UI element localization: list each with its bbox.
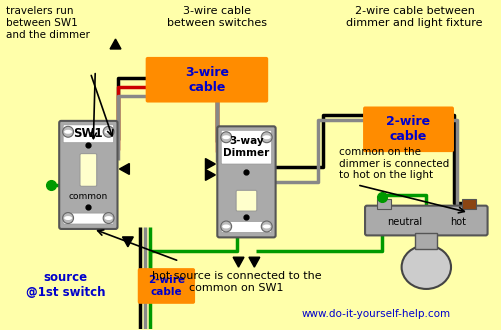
Text: 2-wire cable between
dimmer and light fixture: 2-wire cable between dimmer and light fi… xyxy=(346,6,482,28)
Text: 2-wire
cable: 2-wire cable xyxy=(148,275,184,297)
FancyBboxPatch shape xyxy=(364,206,486,235)
FancyBboxPatch shape xyxy=(145,57,268,103)
Text: common: common xyxy=(69,192,108,201)
Circle shape xyxy=(63,213,73,223)
Text: SW1: SW1 xyxy=(73,127,103,140)
Circle shape xyxy=(103,126,114,137)
FancyBboxPatch shape xyxy=(221,221,271,232)
Polygon shape xyxy=(119,163,129,175)
Text: neutral: neutral xyxy=(386,216,421,226)
Ellipse shape xyxy=(222,224,229,228)
Polygon shape xyxy=(110,39,121,49)
Bar xyxy=(376,199,390,209)
Text: 2-wire
cable: 2-wire cable xyxy=(386,115,430,143)
FancyBboxPatch shape xyxy=(235,190,257,211)
Bar xyxy=(461,199,475,209)
Circle shape xyxy=(220,132,231,143)
Ellipse shape xyxy=(401,245,450,289)
Text: 3-wire
cable: 3-wire cable xyxy=(184,66,228,94)
Circle shape xyxy=(63,126,73,137)
Circle shape xyxy=(103,213,114,223)
Text: 3-wire cable
between switches: 3-wire cable between switches xyxy=(166,6,267,28)
FancyBboxPatch shape xyxy=(362,107,453,152)
FancyBboxPatch shape xyxy=(221,130,271,164)
Text: www.do-it-yourself-help.com: www.do-it-yourself-help.com xyxy=(301,309,450,319)
Text: travelers run
between SW1
and the dimmer: travelers run between SW1 and the dimmer xyxy=(7,6,90,40)
Circle shape xyxy=(220,221,231,232)
Text: common on the
dimmer is connected
to hot on the light: common on the dimmer is connected to hot… xyxy=(339,147,449,181)
FancyBboxPatch shape xyxy=(137,268,195,304)
Bar xyxy=(415,233,436,249)
Polygon shape xyxy=(248,257,260,267)
FancyBboxPatch shape xyxy=(80,153,97,186)
FancyBboxPatch shape xyxy=(217,126,275,237)
FancyBboxPatch shape xyxy=(63,125,113,143)
Polygon shape xyxy=(122,237,133,247)
Text: 3-way
Dimmer: 3-way Dimmer xyxy=(223,136,269,158)
Polygon shape xyxy=(205,170,215,181)
Ellipse shape xyxy=(64,130,72,134)
Ellipse shape xyxy=(222,135,229,139)
FancyBboxPatch shape xyxy=(63,213,113,224)
Circle shape xyxy=(261,132,272,143)
Ellipse shape xyxy=(104,216,112,220)
Text: hot: hot xyxy=(449,216,465,226)
Ellipse shape xyxy=(262,135,270,139)
Polygon shape xyxy=(205,158,215,170)
Circle shape xyxy=(261,221,272,232)
Ellipse shape xyxy=(104,130,112,134)
Ellipse shape xyxy=(262,224,270,228)
Ellipse shape xyxy=(64,216,72,220)
FancyBboxPatch shape xyxy=(59,121,117,229)
Text: hot source is connected to the
common on SW1: hot source is connected to the common on… xyxy=(151,271,321,293)
Polygon shape xyxy=(232,257,243,267)
Text: source
@1st switch: source @1st switch xyxy=(26,271,105,299)
